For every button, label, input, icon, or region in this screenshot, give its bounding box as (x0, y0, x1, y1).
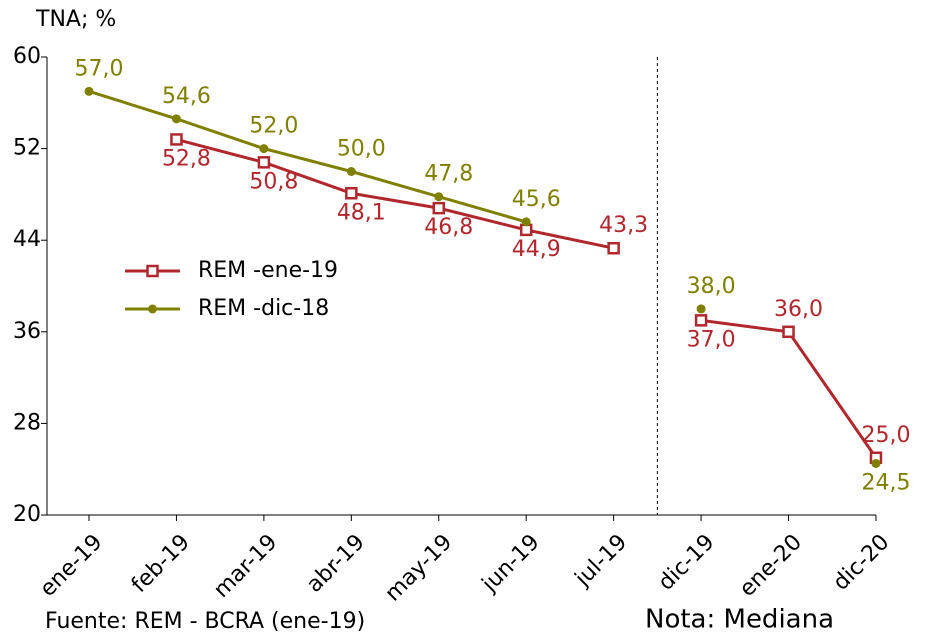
x-tick-label: dic-20 (829, 530, 895, 596)
marker (170, 133, 183, 146)
y-tick-label: 52 (13, 136, 41, 161)
marker (257, 156, 271, 169)
x-tick-label: may-19 (381, 530, 458, 607)
marker (782, 325, 795, 339)
value-label: 44,9 (512, 237, 561, 262)
value-label: 37,0 (687, 327, 736, 352)
value-label: 46,8 (424, 215, 473, 240)
marker (696, 304, 706, 314)
series-line (88, 89, 527, 224)
x-tick-label: dic-19 (654, 530, 720, 596)
marker (871, 458, 881, 468)
y-tick-label: 28 (13, 410, 41, 435)
x-tick-label: jun-19 (477, 530, 545, 598)
value-label: 54,6 (162, 84, 211, 109)
marker (434, 192, 444, 202)
value-label: 52,8 (162, 146, 211, 171)
legend-label: REM -ene-19 (198, 258, 338, 283)
x-tick-label: abr-19 (302, 530, 370, 598)
value-label: 50,8 (249, 169, 298, 194)
marker (607, 241, 620, 255)
y-tick-label: 20 (13, 502, 41, 527)
value-label: 47,8 (424, 162, 473, 187)
value-label: 24,5 (861, 470, 910, 495)
value-label: 36,0 (774, 297, 823, 322)
value-label: 45,6 (512, 187, 561, 212)
series-line (176, 137, 614, 250)
marker (346, 167, 356, 176)
x-tick-label: jul-19 (570, 530, 632, 592)
marker (519, 223, 533, 237)
legend-marker (148, 304, 157, 314)
source: Fuente: REM - BCRA (ene-19) (45, 609, 365, 634)
x-tick-label: ene-20 (735, 530, 807, 602)
legend-marker (146, 264, 159, 278)
marker (171, 114, 181, 124)
y-axis-title: TNA; % (35, 7, 116, 32)
marker (345, 187, 358, 200)
marker (259, 144, 269, 154)
y-tick-label: 60 (13, 44, 41, 69)
y-tick-label: 36 (13, 319, 41, 344)
legend-label: REM -dic-18 (198, 296, 329, 321)
y-tick-label: 44 (13, 227, 41, 252)
marker (694, 314, 708, 327)
value-label: 43,3 (599, 213, 648, 238)
x-tick-label: ene-19 (35, 530, 107, 602)
value-label: 52,0 (249, 114, 298, 139)
x-tick-label: mar-19 (209, 530, 282, 603)
value-label: 50,0 (337, 137, 386, 162)
value-label: 57,0 (75, 56, 124, 81)
marker (521, 217, 531, 227)
value-label: 25,0 (861, 423, 910, 448)
note: Nota: Mediana (645, 605, 834, 635)
marker (84, 86, 94, 96)
marker (432, 201, 446, 215)
value-label: 48,1 (337, 200, 386, 225)
value-label: 38,0 (687, 274, 736, 299)
x-tick-label: feb-19 (127, 530, 195, 598)
